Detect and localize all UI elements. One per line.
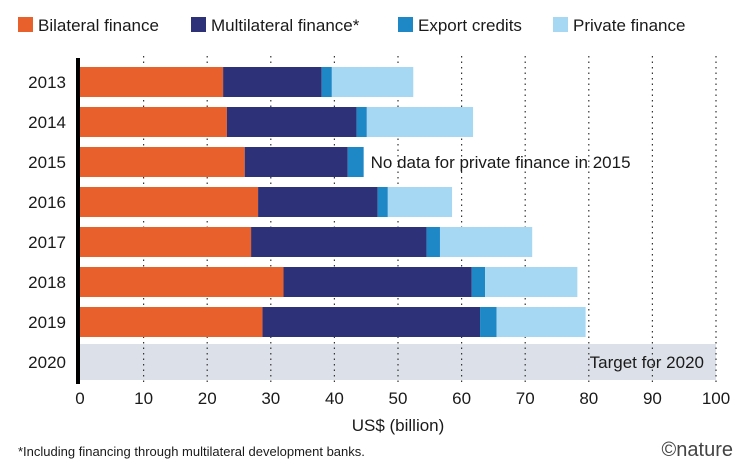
- bar-2014-multilateral-finance: [226, 107, 357, 137]
- x-tick-label-0: 0: [75, 389, 84, 408]
- footnote: *Including financing through multilatera…: [18, 444, 365, 459]
- x-tick-label-90: 90: [643, 389, 662, 408]
- bar-2013-export-credits: [321, 67, 332, 97]
- y-tick-label-2018: 2018: [28, 273, 66, 292]
- x-tick-label-70: 70: [516, 389, 535, 408]
- y-axis: 2013 2014 2015 2016 2017 2018 2019 2020: [28, 58, 80, 384]
- bar-2019-private-finance: [496, 307, 586, 337]
- x-tick-label-20: 20: [198, 389, 217, 408]
- bar-2015-export-credits: [347, 147, 364, 177]
- legend-label-private-finance: Private finance: [573, 16, 685, 35]
- legend-swatch-export-credits: [398, 17, 413, 32]
- y-tick-label-2019: 2019: [28, 313, 66, 332]
- bars: [80, 67, 586, 337]
- bar-2014-bilateral-finance: [80, 107, 227, 137]
- x-tick-label-100: 100: [702, 389, 730, 408]
- legend-label-export-credits: Export credits: [418, 16, 522, 35]
- target-layer: Target for 2020: [80, 344, 716, 380]
- x-tick-label-80: 80: [579, 389, 598, 408]
- bar-2018-private-finance: [485, 267, 578, 297]
- y-tick-label-2013: 2013: [28, 73, 66, 92]
- annotation-2015: No data for private finance in 2015: [371, 153, 631, 172]
- bar-2014-export-credits: [356, 107, 367, 137]
- legend-swatch-bilateral-finance: [18, 17, 33, 32]
- y-tick-label-2017: 2017: [28, 233, 66, 252]
- bar-2016-export-credits: [377, 187, 388, 217]
- y-tick-label-2014: 2014: [28, 113, 66, 132]
- target-band-2020: [80, 344, 716, 380]
- bar-2013-multilateral-finance: [223, 67, 322, 97]
- x-axis-label: US$ (billion): [352, 416, 445, 435]
- legend-swatch-multilateral-finance: [191, 17, 206, 32]
- bar-2017-private-finance: [439, 227, 533, 257]
- bar-2013-private-finance: [331, 67, 414, 97]
- legend: Bilateral finance Multilateral finance* Ex…: [18, 16, 685, 35]
- legend-swatch-private-finance: [553, 17, 568, 32]
- bar-2019-multilateral-finance: [262, 307, 481, 337]
- annotations: No data for private finance in 2015: [371, 153, 631, 172]
- x-tick-label-60: 60: [452, 389, 471, 408]
- bar-2017-multilateral-finance: [251, 227, 427, 257]
- bar-2013-bilateral-finance: [80, 67, 224, 97]
- bar-2016-private-finance: [387, 187, 453, 217]
- bar-2018-multilateral-finance: [283, 267, 472, 297]
- y-tick-label-2020: 2020: [28, 353, 66, 372]
- nature-logo: ©nature: [662, 439, 733, 461]
- legend-label-multilateral-finance: Multilateral finance*: [211, 16, 360, 35]
- bar-2014-private-finance: [366, 107, 474, 137]
- x-tick-label-10: 10: [134, 389, 153, 408]
- bar-2015-multilateral-finance: [244, 147, 348, 177]
- x-axis: 0 10 20 30 40 50 60 70 80 90 100: [75, 389, 730, 408]
- bar-2018-export-credits: [471, 267, 486, 297]
- x-tick-label-30: 30: [261, 389, 280, 408]
- x-tick-label-50: 50: [389, 389, 408, 408]
- bar-2018-bilateral-finance: [80, 267, 284, 297]
- legend-label-bilateral-finance: Bilateral finance: [38, 16, 159, 35]
- bar-2017-export-credits: [426, 227, 440, 257]
- bar-2019-export-credits: [480, 307, 497, 337]
- bar-2019-bilateral-finance: [80, 307, 263, 337]
- bar-2017-bilateral-finance: [80, 227, 252, 257]
- y-tick-label-2016: 2016: [28, 193, 66, 212]
- x-tick-label-40: 40: [325, 389, 344, 408]
- bar-2015-bilateral-finance: [80, 147, 245, 177]
- y-tick-label-2015: 2015: [28, 153, 66, 172]
- bar-2016-multilateral-finance: [258, 187, 378, 217]
- target-label: Target for 2020: [590, 353, 704, 372]
- bar-2016-bilateral-finance: [80, 187, 259, 217]
